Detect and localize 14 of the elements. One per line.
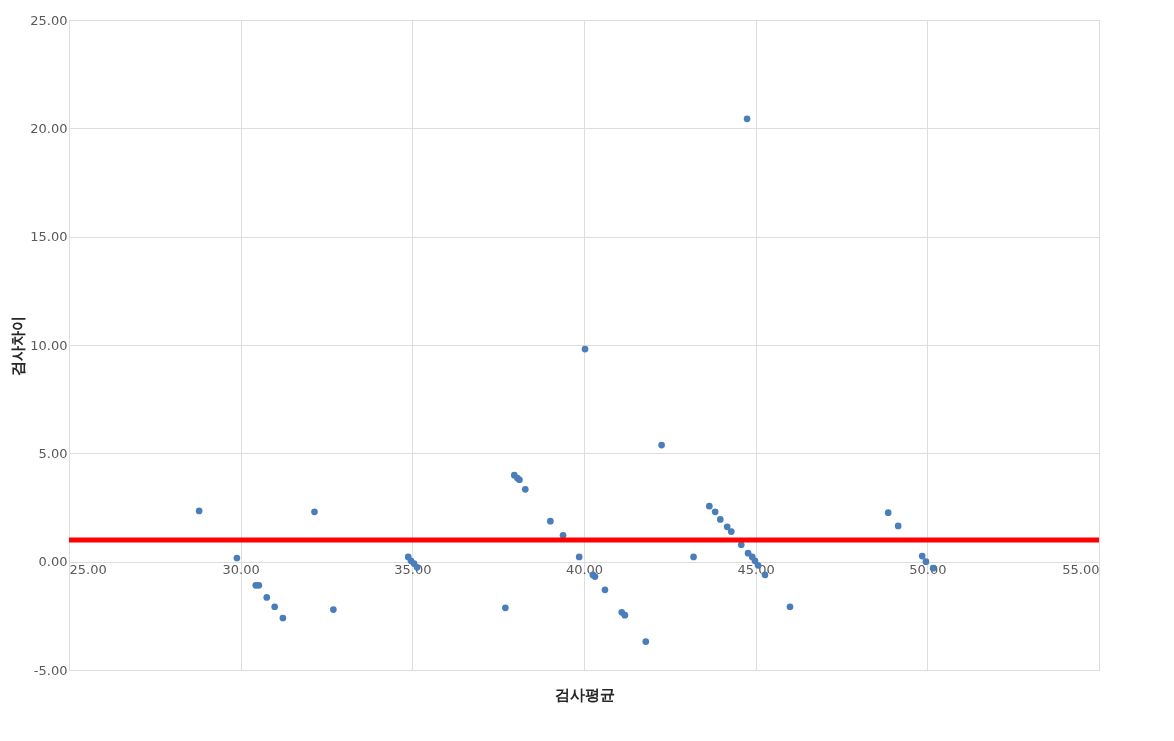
x-tick-label: 25.00 <box>69 562 107 578</box>
x-tick-label: 40.00 <box>565 562 604 578</box>
y-tick-label: -5.00 <box>33 662 68 678</box>
x-tick-label: 30.00 <box>222 562 260 578</box>
x-tick-label: 55.00 <box>1062 562 1100 578</box>
x-axis-title: 검사평균 <box>554 685 615 704</box>
y-tick-label: 20.00 <box>30 120 68 136</box>
y-axis-title: 검사차이 <box>9 315 28 376</box>
y-tick-label: 10.00 <box>30 337 68 353</box>
y-tick-label: 15.00 <box>30 229 68 245</box>
y-tick-label: 0.00 <box>38 554 68 570</box>
y-tick-label: 5.00 <box>38 445 68 461</box>
y-tick-label: 25.00 <box>30 12 68 28</box>
x-tick-label: 45.00 <box>737 562 775 578</box>
